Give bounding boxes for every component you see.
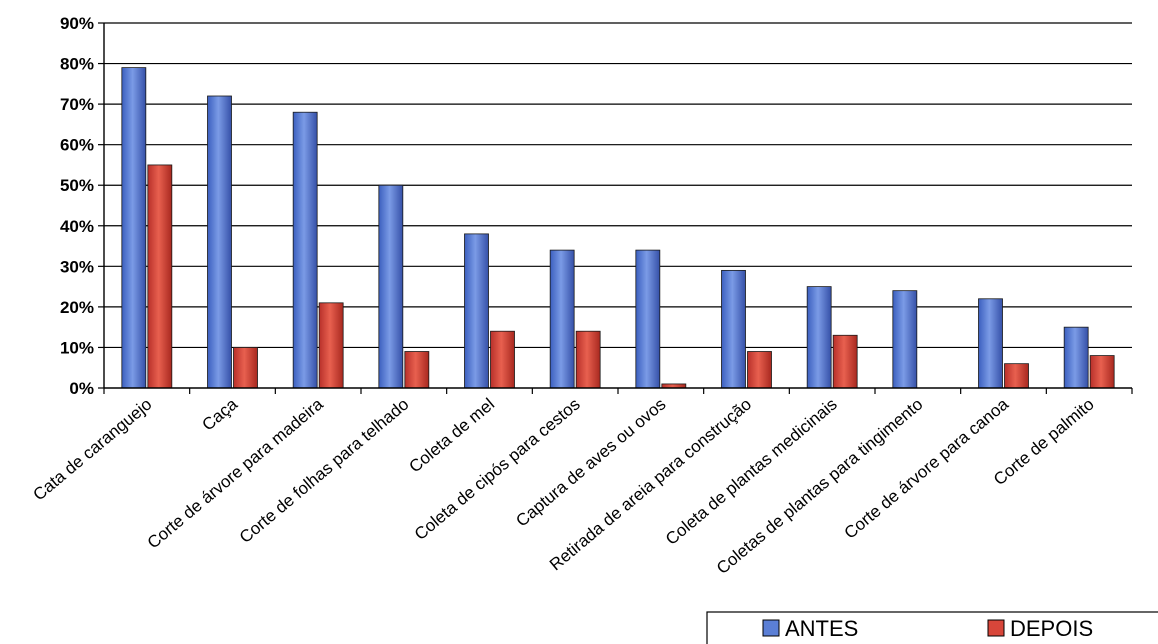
bar-antes	[721, 269, 746, 389]
legend-swatch	[762, 619, 780, 637]
bar-antes	[207, 95, 232, 389]
y-tick-label: 60%	[60, 136, 94, 155]
bar-antes	[978, 298, 1003, 389]
y-axis-ticks: 0% 10% 20% 30% 40% 50% 60% 70% 80% 90%	[60, 14, 104, 398]
bar-antes	[892, 290, 918, 389]
x-category-label: Coleta de plantas medicinais	[662, 395, 841, 549]
axes	[103, 23, 1133, 394]
x-category-label: Corte de árvore para canoa	[841, 394, 1013, 543]
y-tick-label: 70%	[60, 95, 94, 114]
x-category-label: Corte de árvore para madeira	[144, 394, 327, 552]
y-tick-label: 30%	[60, 257, 94, 276]
bar-depois	[318, 302, 344, 389]
bar-antes	[635, 249, 661, 389]
x-category-label: Captura de aves ou ovos	[512, 395, 669, 531]
bar-antes	[1063, 326, 1089, 389]
y-tick-label: 20%	[60, 298, 94, 317]
bar-depois	[832, 334, 858, 389]
bar-depois	[1089, 355, 1115, 389]
bar-antes	[806, 286, 832, 389]
bar-depois	[490, 330, 515, 389]
legend: ANTES DEPOIS	[706, 611, 1158, 644]
y-tick-label: 90%	[60, 14, 94, 33]
bar-antes	[464, 233, 489, 389]
x-category-label: Coleta de mel	[406, 395, 499, 477]
legend-label: ANTES	[785, 616, 858, 641]
bar-depois	[575, 330, 601, 389]
y-tick-label: 0%	[69, 379, 94, 398]
y-tick-label: 10%	[60, 338, 94, 357]
bars	[121, 67, 1115, 389]
bar-depois	[1004, 363, 1029, 389]
legend-swatch	[987, 619, 1005, 637]
y-tick-label: 50%	[60, 176, 94, 195]
y-tick-label: 40%	[60, 217, 94, 236]
y-tick-label: 80%	[60, 55, 94, 74]
bar-depois	[233, 347, 258, 389]
bar-antes	[292, 111, 318, 389]
bar-antes	[378, 184, 404, 389]
bar-depois	[147, 164, 173, 389]
legend-label: DEPOIS	[1010, 616, 1093, 641]
bar-depois	[747, 351, 772, 389]
legend-box	[706, 611, 1158, 644]
x-category-label: Caça	[198, 394, 241, 434]
x-category-label: Cata de caranguejo	[30, 395, 156, 505]
bar-antes	[121, 67, 147, 389]
gridlines	[104, 22, 1132, 349]
bar-depois	[404, 351, 430, 389]
x-category-label: Corte de folhas para telhado	[236, 395, 413, 547]
x-category-label: Coleta de cipós para cestos	[411, 395, 584, 544]
bar-antes	[549, 249, 575, 389]
